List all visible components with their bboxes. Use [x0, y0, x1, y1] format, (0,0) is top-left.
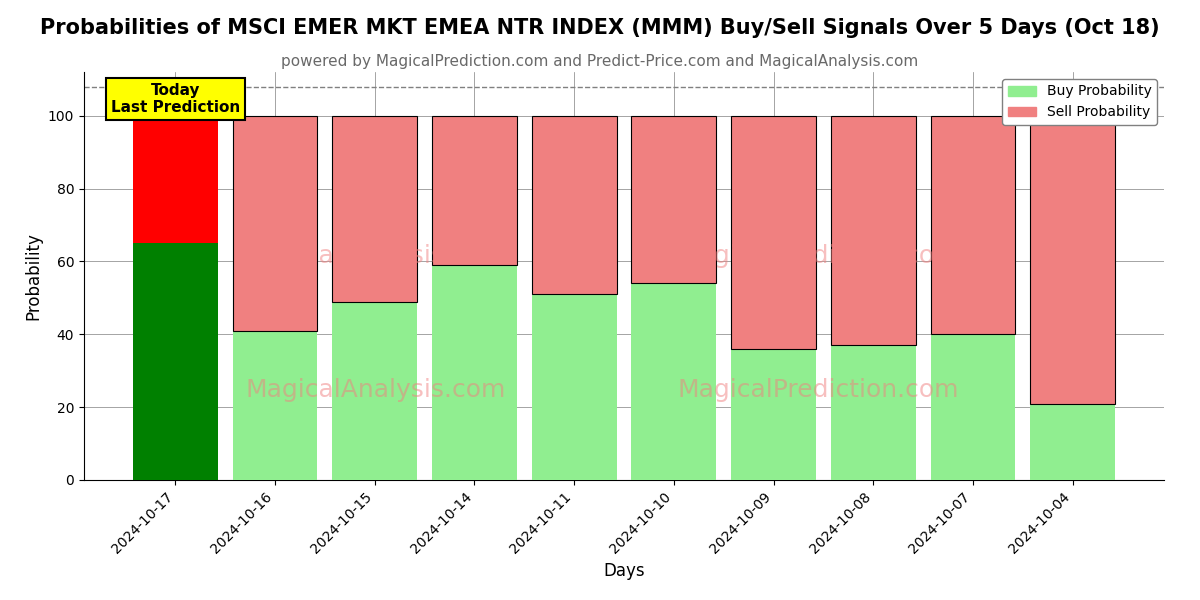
Text: MagicalAnalysis.com: MagicalAnalysis.com — [246, 378, 505, 402]
Text: Today
Last Prediction: Today Last Prediction — [110, 83, 240, 115]
Bar — [432, 265, 517, 480]
Bar — [133, 116, 218, 243]
Text: powered by MagicalPrediction.com and Predict-Price.com and MagicalAnalysis.com: powered by MagicalPrediction.com and Pre… — [281, 54, 919, 69]
Bar — [930, 116, 1015, 334]
Bar — [631, 283, 716, 480]
Text: MagicalPrediction.com: MagicalPrediction.com — [678, 378, 959, 402]
Bar — [1030, 403, 1115, 480]
Bar — [830, 116, 916, 345]
Bar — [532, 116, 617, 294]
Text: Probabilities of MSCI EMER MKT EMEA NTR INDEX (MMM) Buy/Sell Signals Over 5 Days: Probabilities of MSCI EMER MKT EMEA NTR … — [40, 18, 1160, 38]
Bar — [930, 334, 1015, 480]
Bar — [631, 116, 716, 283]
Bar — [233, 331, 318, 480]
Bar — [233, 116, 318, 331]
Text: MagicalPrediction.com: MagicalPrediction.com — [678, 244, 959, 268]
Bar — [1030, 116, 1115, 403]
Bar — [532, 294, 617, 480]
Bar — [731, 349, 816, 480]
Y-axis label: Probability: Probability — [24, 232, 42, 320]
Legend: Buy Probability, Sell Probability: Buy Probability, Sell Probability — [1002, 79, 1157, 125]
Bar — [133, 243, 218, 480]
X-axis label: Days: Days — [604, 562, 644, 580]
Bar — [332, 301, 418, 480]
Text: MagicalAnalysis.com: MagicalAnalysis.com — [246, 244, 505, 268]
Bar — [332, 116, 418, 301]
Bar — [432, 116, 517, 265]
Bar — [830, 345, 916, 480]
Bar — [731, 116, 816, 349]
